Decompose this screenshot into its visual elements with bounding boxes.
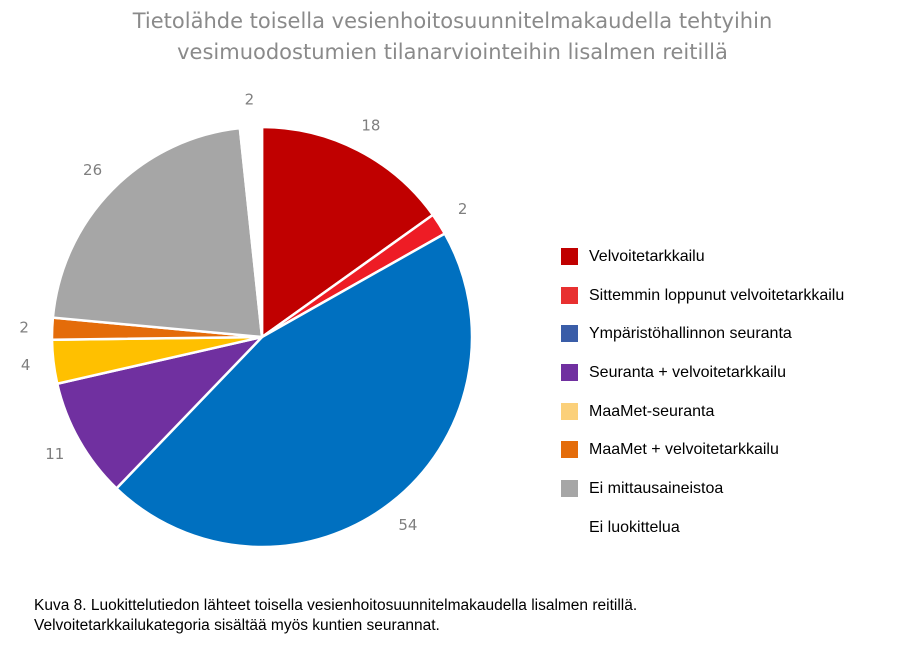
pie-slice-1	[260, 125, 435, 339]
legend-label: MaaMet-seuranta	[589, 402, 715, 420]
pie-slice-8	[238, 125, 264, 339]
legend-label: MaaMet + velvoitetarkkailu	[589, 441, 779, 459]
caption-line-1: Kuva 8. Luokittelutiedon lähteet toisell…	[34, 597, 638, 614]
pie-data-label-5: 4	[21, 356, 31, 374]
legend-label: Ei luokittelua	[589, 518, 680, 536]
pie-data-label-6: 2	[19, 319, 29, 337]
pie-slice-7	[51, 126, 264, 339]
pie-data-label-4: 11	[45, 445, 64, 463]
pie-data-label-1: 18	[361, 116, 380, 134]
legend-label: Ei mittausaineistoa	[589, 480, 724, 498]
pie-data-label-7: 26	[83, 161, 102, 179]
legend-swatch	[561, 248, 578, 265]
caption-line-2: Velvoitetarkkailukategoria sisältää myös…	[34, 617, 440, 634]
legend-swatch	[561, 518, 578, 536]
legend-label: Ympäristöhallinnon seuranta	[589, 325, 792, 343]
legend-label: Velvoitetarkkailu	[589, 248, 705, 265]
legend-swatch	[561, 402, 578, 420]
legend-swatch	[561, 286, 578, 304]
pie-slice-3	[115, 232, 474, 549]
pie-data-label-3: 54	[398, 516, 417, 534]
legend-swatch	[561, 325, 578, 343]
legend-swatch	[561, 441, 578, 459]
legend-label: Seuranta + velvoitetarkkailu	[589, 364, 786, 382]
legend-swatch	[561, 364, 578, 382]
legend-label: Sittemmin loppunut velvoitetarkkailu	[589, 286, 845, 304]
pie-chart: 18 2 54 11 4 2 26 2	[19, 90, 474, 549]
chart-title: Tietolähde toisella vesienhoitosuunnitel…	[0, 6, 905, 68]
chart-title-line-1: Tietolähde toisella vesienhoitosuunnitel…	[132, 9, 773, 33]
pie-data-label-2: 2	[458, 200, 468, 218]
pie-data-label-8: 2	[245, 90, 255, 108]
pie-slice-4	[56, 335, 264, 490]
figure-caption: Kuva 8. Luokittelutiedon lähteet toisell…	[34, 596, 874, 636]
legend-swatch	[561, 480, 578, 498]
chart-title-line-2: vesimuodostumien tilanarviointeihin lisa…	[177, 40, 728, 64]
